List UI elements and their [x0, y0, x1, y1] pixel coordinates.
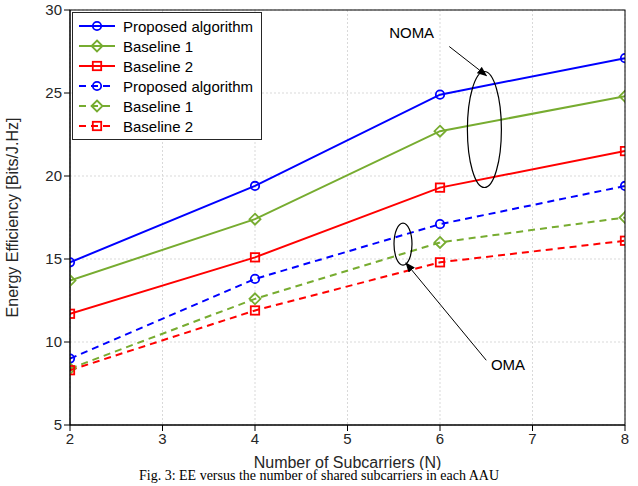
svg-text:30: 30: [45, 1, 62, 18]
svg-text:20: 20: [45, 167, 62, 184]
html-text:Fig. 3: EE versus the number o: Fig. 3: EE versus the number of shared s…: [139, 468, 499, 483]
svg-text:7: 7: [528, 430, 536, 447]
html-text:Baseline 2: Baseline 2: [123, 57, 194, 75]
html-text:Baseline 2: Baseline 2: [123, 117, 194, 135]
svg-text:10: 10: [45, 333, 62, 350]
svg-text:15: 15: [45, 250, 62, 267]
html-text:Proposed algorithm: Proposed algorithm: [123, 77, 254, 95]
svg-text:5: 5: [343, 430, 351, 447]
svg-text:6: 6: [436, 430, 444, 447]
html-text:Proposed algorithm: Proposed algorithm: [123, 17, 254, 35]
svg-text:NOMA: NOMA: [389, 24, 434, 41]
html-text:Baseline 1: Baseline 1: [123, 37, 194, 55]
svg-text:Number of Subcarriers (N): Number of Subcarriers (N): [254, 454, 442, 470]
svg-text:4: 4: [251, 430, 259, 447]
svg-text:8: 8: [621, 430, 629, 447]
html-text:Baseline 1: Baseline 1: [123, 97, 194, 115]
svg-text:25: 25: [45, 84, 62, 101]
svg-text:3: 3: [158, 430, 166, 447]
svg-text:OMA: OMA: [491, 356, 525, 373]
svg-text:2: 2: [66, 430, 74, 447]
svg-text:5: 5: [54, 416, 62, 433]
svg-text:Energy Efficiency [Bits/J.Hz]: Energy Efficiency [Bits/J.Hz]: [8, 118, 21, 318]
